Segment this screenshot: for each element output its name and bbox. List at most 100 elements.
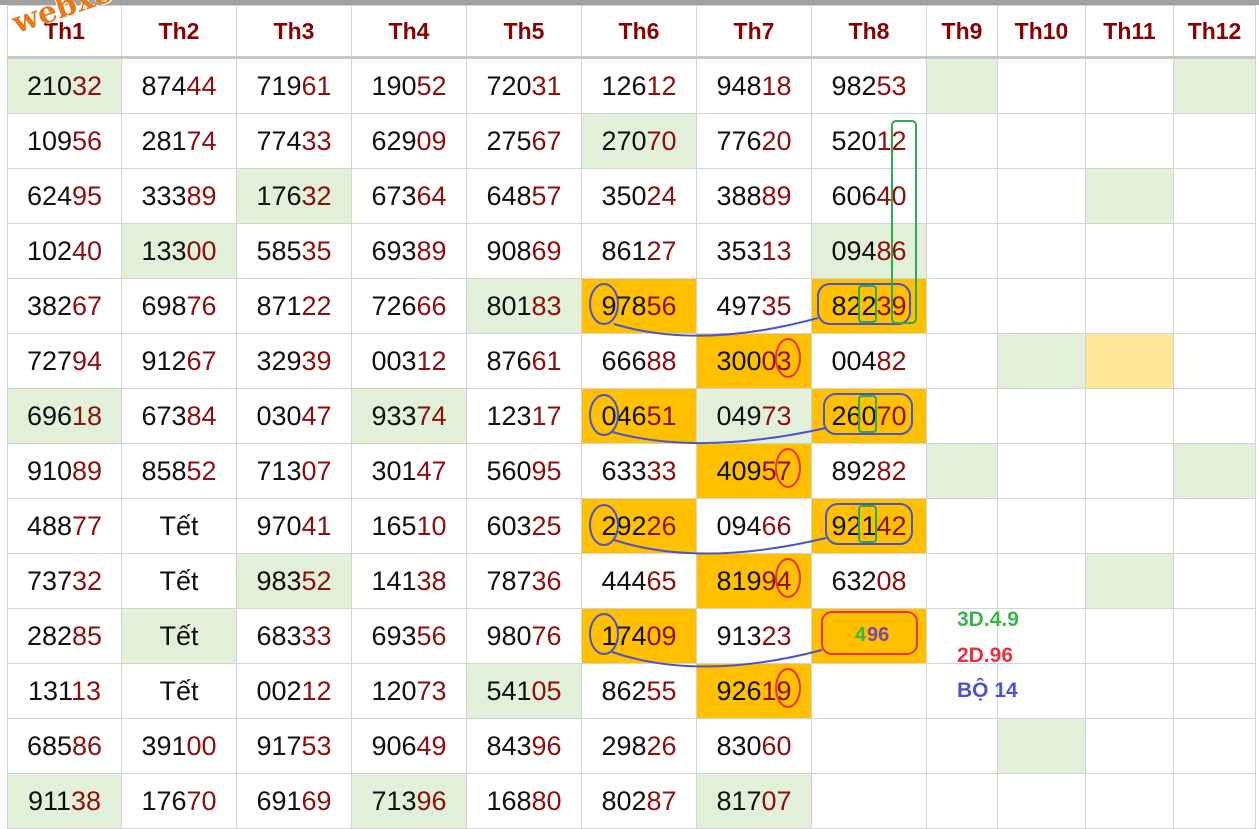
result-cell: [811, 663, 927, 719]
result-cell: 91138: [7, 773, 122, 829]
number-leading-digits: 910: [26, 455, 72, 486]
number-tail-digits: 64: [416, 180, 447, 211]
table-row: 72794 91267 32939 00312 87661 66688 30003 00482: [7, 333, 1256, 389]
header-row: Th1 Th2 Th3 Th4 Th5 Th6 Th7 Th8 Th9 Th10 Th11 Th12: [7, 5, 1256, 58]
number-leading-digits: 843: [486, 730, 532, 761]
result-cell: 83060: [696, 718, 812, 774]
result-cell: 90869: [466, 223, 582, 279]
result-cell: [1173, 718, 1256, 774]
number-tail-digits: 57: [761, 455, 792, 486]
table-row: 10956 28174 77433 62909 27567 27070 77620 52012: [7, 113, 1256, 169]
table-row: 13113 Tết 00212 12073 54105 86255 92619: [7, 663, 1256, 719]
table-row: 68586 39100 91753 90649 84396 29826 83060: [7, 718, 1256, 774]
result-cell: 72794: [7, 333, 122, 389]
result-cell: [1085, 388, 1174, 444]
result-cell: 67384: [121, 388, 237, 444]
result-cell: [811, 773, 927, 829]
number-leading-digits: 727: [26, 345, 72, 376]
result-cell: [997, 388, 1086, 444]
column-header: Th4: [351, 5, 467, 58]
number-leading-digits: 696: [26, 400, 72, 431]
result-cell: 91089: [7, 443, 122, 499]
result-cell: 81994: [696, 553, 812, 609]
number-tail-digits: 80: [531, 785, 562, 816]
number-tail-digits: 47: [416, 455, 447, 486]
result-cell: [1173, 553, 1256, 609]
number-tail-digits: 87: [646, 785, 677, 816]
result-cell: 85852: [121, 443, 237, 499]
number-leading-digits: 123: [486, 400, 532, 431]
number-tail-digits: 67: [72, 290, 103, 321]
number-leading-digits: 830: [716, 730, 762, 761]
number-tail-digits: 89: [416, 235, 447, 266]
number-leading-digits: 329: [256, 345, 302, 376]
number-leading-digits: 176: [141, 785, 187, 816]
column-header: Th12: [1173, 5, 1256, 58]
number-leading-digits: 819: [716, 565, 762, 596]
number-tail-digits: 66: [761, 510, 792, 541]
number-leading-digits: 629: [371, 125, 417, 156]
number-leading-digits: 281: [141, 125, 187, 156]
result-cell: 35313: [696, 223, 812, 279]
number-tail-digits: 19: [761, 675, 792, 706]
number-tail-digits: 23: [761, 620, 792, 651]
result-cell: 92619: [696, 663, 812, 719]
result-cell: 80183: [466, 278, 582, 334]
result-cell: [926, 278, 998, 334]
number-tail-digits: 17: [531, 400, 562, 431]
number-leading-digits: 691: [256, 785, 302, 816]
column-header: Th10: [997, 5, 1086, 58]
number-tail-digits: 26: [646, 510, 677, 541]
number-tail-digits: 55: [646, 675, 677, 706]
result-cell: 60640: [811, 168, 927, 224]
result-cell: [1085, 773, 1174, 829]
number-tail-digits: 32: [72, 565, 103, 596]
result-cell: 69618: [7, 388, 122, 444]
number-leading-digits: 300: [716, 345, 762, 376]
number-leading-digits: 003: [371, 345, 417, 376]
number-tail-digits: 65: [646, 565, 677, 596]
number-tail-digits: 94: [761, 565, 792, 596]
result-cell: [926, 168, 998, 224]
result-cell: 72666: [351, 278, 467, 334]
result-cell: 71961: [236, 57, 352, 114]
result-cell: [926, 553, 998, 609]
number-leading-digits: 787: [486, 565, 532, 596]
result-cell: 44465: [581, 553, 697, 609]
number-tail-digits: 95: [531, 455, 562, 486]
result-cell: [926, 718, 998, 774]
result-cell: 69169: [236, 773, 352, 829]
number-tail-digits: 83: [531, 290, 562, 321]
number-leading-digits: 633: [601, 455, 647, 486]
result-cell: 17409: [581, 608, 697, 664]
number-tail-digits: 03: [761, 345, 792, 376]
number-tail-digits: 07: [301, 455, 332, 486]
result-cell: 09486: [811, 223, 927, 279]
result-cell: Tết: [121, 663, 237, 719]
number-tail-digits: 76: [531, 620, 562, 651]
result-cell: 71396: [351, 773, 467, 829]
result-cell: 68586: [7, 718, 122, 774]
result-cell: [926, 388, 998, 444]
table-row: 48877 Tết 97041 16510 60325 29226 09466 92142: [7, 498, 1256, 554]
number-leading-digits: 603: [486, 510, 532, 541]
result-cell: 17632: [236, 168, 352, 224]
number-leading-digits: 560: [486, 455, 532, 486]
result-cell: [1173, 498, 1256, 554]
result-cell: [926, 498, 998, 554]
number-leading-digits: 002: [256, 675, 302, 706]
number-leading-digits: 713: [256, 455, 302, 486]
result-cell: [1085, 663, 1174, 719]
number-tail-digits: 33: [646, 455, 677, 486]
result-cell: 48877: [7, 498, 122, 554]
result-cell: 16510: [351, 498, 467, 554]
result-cell: 58535: [236, 223, 352, 279]
number-leading-digits: 774: [256, 125, 302, 156]
number-leading-digits: 168: [486, 785, 532, 816]
result-cell: 91323: [696, 608, 812, 664]
number-leading-digits: 666: [601, 345, 647, 376]
number-tail-digits: 40: [876, 180, 907, 211]
result-cell: [1173, 443, 1256, 499]
number-leading-digits: 126: [601, 70, 647, 101]
number-tail-digits: 44: [186, 70, 217, 101]
